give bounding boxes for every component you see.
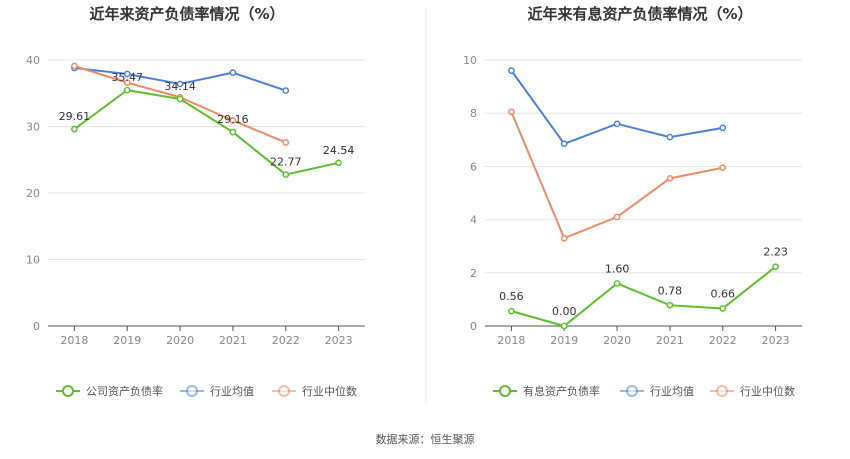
data-point	[71, 125, 78, 133]
data-label: 29.16	[217, 113, 249, 126]
legend-label: 行业中位数	[740, 384, 795, 398]
legend-circle-marker	[716, 385, 728, 397]
data-point	[666, 301, 674, 309]
data-point	[123, 86, 131, 94]
x-tick-label: 2021	[219, 334, 247, 347]
data-point	[719, 164, 727, 172]
y-tick-label: 8	[470, 107, 477, 120]
chart-panel-interest-bearing-debt-ratio: 近年来有息资产负债率情况（%） 0 2 4 6 8 10 2018 2019 2020 2021 20…	[463, 5, 802, 398]
y-tick-label: 10	[463, 54, 477, 67]
chart-title: 近年来有息资产负债率情况（%）	[527, 5, 752, 23]
data-point	[666, 133, 674, 141]
y-tick-label: 6	[470, 160, 477, 173]
x-tick-label: 2018	[497, 334, 525, 347]
series-line	[511, 265, 777, 327]
y-tick-label: 40	[26, 54, 40, 67]
x-tick-label: 2018	[60, 334, 88, 347]
legend-circle-marker	[186, 385, 198, 397]
data-point	[772, 263, 779, 271]
legend-label: 公司资产负债率	[86, 384, 163, 398]
x-tick-label: 2021	[656, 334, 684, 347]
y-tick-label: 10	[26, 254, 40, 267]
data-point	[613, 120, 621, 128]
data-label: 24.54	[323, 144, 355, 157]
series-line	[73, 89, 339, 176]
data-point	[719, 305, 727, 312]
data-point	[508, 108, 515, 116]
legend-item: 行业均值	[180, 385, 254, 398]
data-point	[335, 159, 342, 167]
data-point	[123, 79, 131, 86]
data-point	[229, 117, 237, 124]
data-point	[123, 70, 131, 78]
y-tick-label: 0	[33, 320, 40, 333]
data-label: 0.00	[552, 305, 577, 318]
y-tick-label: 2	[470, 267, 477, 280]
data-label: 34.14	[164, 80, 196, 93]
data-label: 2.23	[763, 246, 788, 259]
series-line	[74, 65, 287, 144]
legend-item: 行业中位数	[272, 384, 357, 398]
legend-item: 公司资产负债率	[56, 384, 163, 398]
legend-item: 行业中位数	[710, 384, 795, 398]
legend-item: 有息资产负债率	[493, 384, 600, 398]
data-point	[71, 62, 78, 70]
y-tick-label: 4	[470, 214, 477, 227]
legend-circle-marker	[499, 385, 511, 397]
data-point	[508, 307, 515, 315]
legend-circle-marker	[62, 385, 74, 397]
data-label: 1.60	[605, 262, 630, 275]
legend-label: 行业均值	[210, 385, 254, 398]
data-point	[176, 80, 184, 88]
legend-circle-marker	[278, 385, 290, 397]
chart-title: 近年来资产负债率情况（%）	[89, 5, 284, 23]
data-point	[282, 139, 290, 146]
x-tick-label: 2020	[166, 334, 194, 347]
data-point	[560, 140, 568, 148]
data-point	[229, 69, 237, 76]
x-tick-label: 2022	[709, 334, 737, 347]
data-point	[560, 322, 568, 330]
data-point	[508, 67, 515, 74]
legend-circle-marker	[626, 385, 638, 397]
legend-label: 行业均值	[650, 385, 694, 398]
data-label: 0.56	[499, 290, 524, 303]
data-point	[560, 234, 568, 242]
data-point	[613, 213, 621, 221]
y-tick-label: 30	[26, 121, 40, 134]
chart-panel-debt-ratio: 近年来资产负债率情况（%） 0 10 20 30 40 2018 2019 2020 2021 20…	[26, 5, 365, 398]
data-point	[282, 171, 290, 178]
x-tick-label: 2023	[762, 334, 790, 347]
data-label: 0.66	[711, 287, 736, 300]
x-tick-label: 2022	[272, 334, 300, 347]
data-label: 35.47	[112, 71, 144, 84]
x-tick-label: 2020	[603, 334, 631, 347]
data-point	[719, 124, 727, 132]
data-point	[666, 175, 674, 182]
data-label: 0.78	[658, 284, 683, 297]
data-label: 22.77	[270, 156, 302, 169]
x-tick-label: 2023	[325, 334, 353, 347]
legend-item: 行业均值	[620, 385, 694, 398]
data-label: 29.61	[59, 110, 91, 123]
y-tick-label: 20	[26, 187, 40, 200]
data-point	[176, 95, 184, 103]
series-line	[510, 70, 723, 145]
legend-label: 有息资产负债率	[523, 384, 600, 398]
data-point	[282, 87, 290, 94]
data-point	[613, 280, 621, 287]
legend-label: 行业中位数	[302, 384, 357, 398]
x-tick-label: 2019	[550, 334, 578, 347]
data-point	[229, 128, 237, 136]
source-label: 数据来源：恒生聚源	[376, 432, 475, 446]
y-tick-label: 0	[470, 320, 477, 333]
x-tick-label: 2019	[113, 334, 141, 347]
